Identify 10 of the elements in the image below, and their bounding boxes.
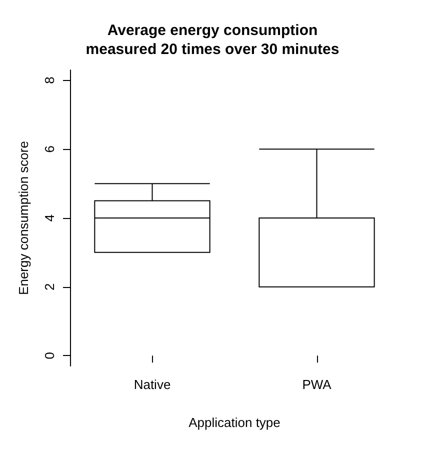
y-tick-label: 2 — [42, 283, 57, 290]
x-tick-label: Native — [134, 377, 171, 392]
y-tick-label: 0 — [42, 352, 57, 360]
x-tick-label: PWA — [302, 377, 332, 392]
y-axis-title: Energy consumption score — [16, 141, 31, 295]
y-tick-label: 8 — [42, 76, 57, 84]
x-axis-title: Application type — [188, 415, 280, 430]
chart-title: Average energy consumption measured 20 times over 30 minutes — [86, 22, 340, 58]
y-tick-label: 4 — [42, 214, 57, 222]
y-tick-label: 6 — [42, 146, 57, 153]
